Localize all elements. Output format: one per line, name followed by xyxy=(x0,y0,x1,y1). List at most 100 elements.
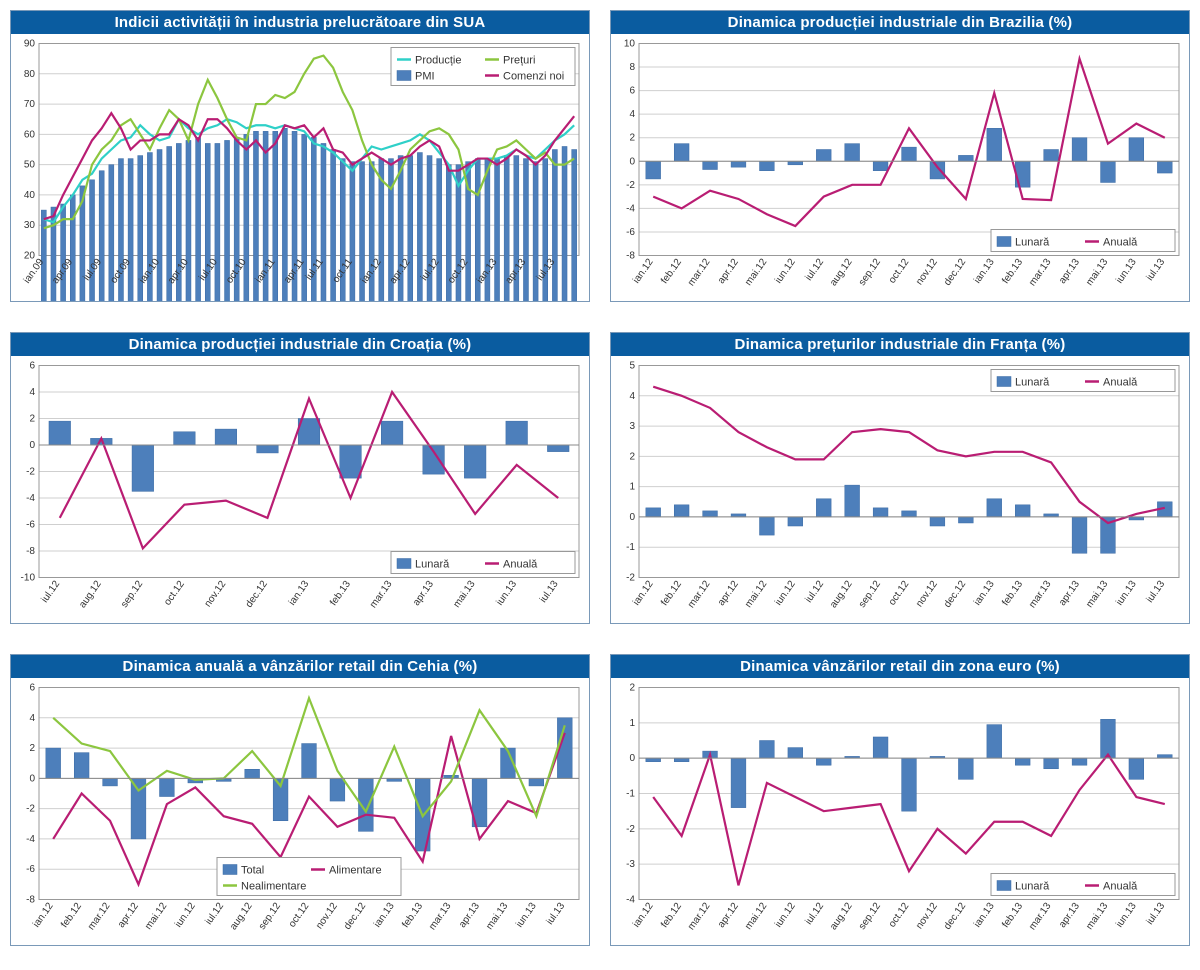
svg-text:70: 70 xyxy=(24,99,36,110)
svg-text:sep.12: sep.12 xyxy=(257,901,283,932)
svg-text:0: 0 xyxy=(29,440,35,451)
svg-text:feb.13: feb.13 xyxy=(400,901,425,930)
chart-title: Dinamica vânzărilor retail din zona euro… xyxy=(611,655,1189,678)
svg-text:feb.13: feb.13 xyxy=(1000,901,1025,930)
svg-text:Lunară: Lunară xyxy=(415,559,450,571)
svg-text:iun.13: iun.13 xyxy=(1114,579,1139,608)
chart-title: Dinamica prețurilor industriale din Fran… xyxy=(611,333,1189,356)
svg-text:Lunară: Lunară xyxy=(1015,881,1050,893)
svg-text:mai.13: mai.13 xyxy=(484,901,510,932)
svg-text:aug.12: aug.12 xyxy=(828,901,855,933)
svg-text:-6: -6 xyxy=(626,227,635,238)
svg-text:6: 6 xyxy=(29,361,35,372)
svg-text:4: 4 xyxy=(29,713,35,724)
svg-text:iul.12: iul.12 xyxy=(203,901,226,927)
svg-text:3: 3 xyxy=(629,421,635,432)
svg-text:dec.12: dec.12 xyxy=(342,901,368,932)
chart-title: Dinamica producției industriale din Croa… xyxy=(11,333,589,356)
svg-text:iun.13: iun.13 xyxy=(514,901,539,930)
svg-text:-6: -6 xyxy=(26,520,35,531)
svg-text:mar.13: mar.13 xyxy=(427,901,454,933)
svg-text:-2: -2 xyxy=(626,180,635,191)
svg-text:oct.12: oct.12 xyxy=(887,901,912,930)
svg-text:mar.13: mar.13 xyxy=(1027,901,1054,933)
chart-plot: -8-6-4-20246ian.12feb.12mar.12apr.12mai.… xyxy=(11,678,589,945)
svg-text:-8: -8 xyxy=(626,251,635,262)
svg-text:dec.12: dec.12 xyxy=(244,579,270,610)
svg-text:iul.12: iul.12 xyxy=(803,257,826,283)
chart-euro: Dinamica vânzărilor retail din zona euro… xyxy=(610,654,1190,946)
svg-text:30: 30 xyxy=(24,220,36,231)
svg-text:apr.12: apr.12 xyxy=(116,901,141,930)
svg-text:apr.13: apr.13 xyxy=(457,901,482,930)
svg-text:iul.12: iul.12 xyxy=(40,579,63,605)
svg-text:feb.13: feb.13 xyxy=(328,579,353,608)
svg-text:10: 10 xyxy=(624,39,636,50)
svg-text:90: 90 xyxy=(24,39,36,50)
svg-text:mai.13: mai.13 xyxy=(1084,901,1110,932)
svg-text:-2: -2 xyxy=(626,573,635,584)
svg-text:Total: Total xyxy=(241,865,264,877)
svg-text:oct.12: oct.12 xyxy=(887,579,912,608)
svg-text:Comenzi noi: Comenzi noi xyxy=(503,71,564,83)
chart-title: Indicii activității în industria prelucr… xyxy=(11,11,589,34)
chart-france: Dinamica prețurilor industriale din Fran… xyxy=(610,332,1190,624)
svg-text:dec.12: dec.12 xyxy=(942,901,968,932)
svg-text:aug.12: aug.12 xyxy=(828,579,855,611)
svg-text:sep.12: sep.12 xyxy=(857,901,883,932)
svg-text:Lunară: Lunară xyxy=(1015,237,1050,249)
svg-text:2: 2 xyxy=(29,414,35,425)
svg-text:-3: -3 xyxy=(626,859,635,870)
svg-text:apr.13: apr.13 xyxy=(1057,257,1082,286)
svg-text:oct.12: oct.12 xyxy=(287,901,312,930)
svg-text:Producție: Producție xyxy=(415,55,461,67)
svg-text:oct.12: oct.12 xyxy=(887,257,912,286)
svg-text:ian.13: ian.13 xyxy=(972,257,997,286)
svg-text:-4: -4 xyxy=(26,493,35,504)
svg-text:-8: -8 xyxy=(26,895,35,906)
svg-text:iul.13: iul.13 xyxy=(1145,257,1168,283)
svg-text:-2: -2 xyxy=(26,804,35,815)
chart-plot: -8-6-4-20246810ian.12feb.12mar.12apr.12m… xyxy=(611,34,1189,301)
svg-text:nov.12: nov.12 xyxy=(314,901,340,932)
svg-text:6: 6 xyxy=(629,86,635,97)
svg-text:aug.12: aug.12 xyxy=(828,257,855,289)
chart-usa-pmi: Indicii activității în industria prelucr… xyxy=(10,10,590,302)
svg-text:-1: -1 xyxy=(626,789,635,800)
svg-text:apr.12: apr.12 xyxy=(716,579,741,608)
svg-text:sep.12: sep.12 xyxy=(857,579,883,610)
svg-text:iun.12: iun.12 xyxy=(773,579,798,608)
svg-text:5: 5 xyxy=(629,361,635,372)
chart-title: Dinamica anuală a vânzărilor retail din … xyxy=(11,655,589,678)
svg-text:iun.13: iun.13 xyxy=(495,579,520,608)
svg-text:aug.12: aug.12 xyxy=(228,901,255,933)
svg-text:iul.13: iul.13 xyxy=(545,901,568,927)
svg-text:0: 0 xyxy=(629,512,635,523)
svg-text:mai.13: mai.13 xyxy=(451,579,477,610)
svg-text:4: 4 xyxy=(629,109,635,120)
svg-text:dec.12: dec.12 xyxy=(942,257,968,288)
chart-brazil: Dinamica producției industriale din Braz… xyxy=(610,10,1190,302)
svg-text:mai.12: mai.12 xyxy=(743,257,769,288)
svg-text:oct.12: oct.12 xyxy=(162,579,187,608)
svg-text:-4: -4 xyxy=(26,834,35,845)
svg-text:Prețuri: Prețuri xyxy=(503,55,535,67)
svg-text:feb.13: feb.13 xyxy=(1000,579,1025,608)
svg-text:2: 2 xyxy=(29,743,35,754)
svg-text:apr.12: apr.12 xyxy=(716,257,741,286)
svg-text:mar.13: mar.13 xyxy=(368,579,395,611)
svg-text:sep.12: sep.12 xyxy=(857,257,883,288)
svg-text:50: 50 xyxy=(24,160,36,171)
svg-text:ian.13: ian.13 xyxy=(372,901,397,930)
svg-text:aug.12: aug.12 xyxy=(77,579,104,611)
svg-text:PMI: PMI xyxy=(415,71,435,83)
svg-text:mar.13: mar.13 xyxy=(1027,257,1054,289)
svg-text:ian.13: ian.13 xyxy=(972,579,997,608)
svg-text:iul.13: iul.13 xyxy=(1145,579,1168,605)
svg-text:iul.12: iul.12 xyxy=(803,579,826,605)
svg-text:1: 1 xyxy=(629,482,635,493)
svg-text:-8: -8 xyxy=(26,546,35,557)
svg-text:iul.13: iul.13 xyxy=(1145,901,1168,927)
chart-croatia: Dinamica producției industriale din Croa… xyxy=(10,332,590,624)
svg-text:nov.12: nov.12 xyxy=(914,257,940,288)
